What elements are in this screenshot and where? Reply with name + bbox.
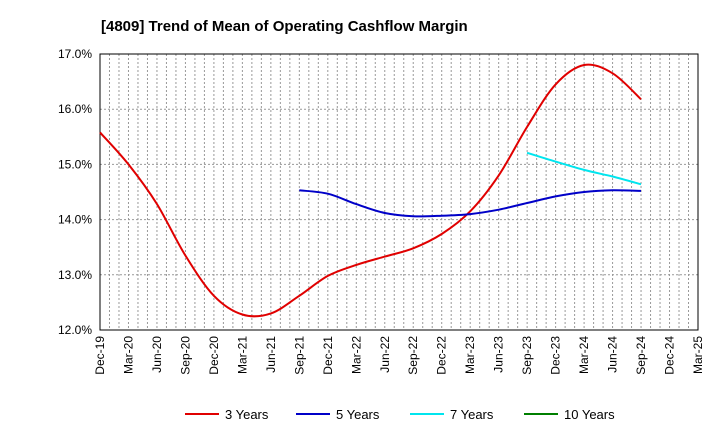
x-tick-label: Dec-20 [207,336,221,375]
x-tick-label: Jun-23 [492,336,506,373]
x-tick-label: Dec-24 [663,336,677,375]
y-tick-label: 17.0% [58,47,92,61]
x-tick-label: Sep-21 [292,336,306,375]
x-tick-label: Dec-23 [549,336,563,375]
x-tick-label: Sep-23 [520,336,534,375]
x-tick-label: Dec-21 [321,336,335,375]
x-tick-label: Jun-24 [606,336,620,373]
legend: 3 Years 5 Years 7 Years 10 Years [185,407,615,422]
x-tick-label: Mar-20 [121,336,135,374]
x-tick-label: Dec-19 [93,336,107,375]
y-tick-label: 13.0% [58,268,92,282]
legend-label: 3 Years [225,407,269,422]
series-lines [99,63,642,318]
x-tick-label: Mar-23 [463,336,477,374]
y-tick-label: 15.0% [58,157,92,171]
x-tick-label: Mar-24 [577,336,591,374]
series-line-7-years [526,151,642,186]
legend-label: 7 Years [450,407,494,422]
x-tick-label: Mar-22 [349,336,363,374]
legend-label: 10 Years [564,407,615,422]
y-tick-label: 12.0% [58,323,92,337]
x-tick-label: Dec-22 [435,336,449,375]
x-tick-label: Sep-24 [634,336,648,375]
plot-frame [99,53,699,331]
x-axis: Dec-19 Mar-20 Jun-20 Sep-20 Dec-20 Mar-21 Jun-… [93,336,705,375]
series-line-3-years [99,63,642,318]
x-tick-label: Jun-22 [378,336,392,373]
x-tick-label: Mar-25 [691,336,705,374]
y-tick-label: 16.0% [58,102,92,116]
legend-label: 5 Years [336,407,380,422]
chart-title: [4809] Trend of Mean of Operating Cashfl… [101,18,468,35]
x-tick-label: Sep-20 [178,336,192,375]
grid [100,54,698,330]
x-tick-label: Sep-22 [406,336,420,375]
x-tick-label: Jun-21 [264,336,278,373]
x-tick-label: Mar-21 [235,336,249,374]
y-axis: 12.0% 13.0% 14.0% 15.0% 16.0% 17.0% [58,47,92,337]
x-tick-label: Jun-20 [150,336,164,373]
series-line-5-years [299,189,642,218]
y-tick-label: 14.0% [58,213,92,227]
